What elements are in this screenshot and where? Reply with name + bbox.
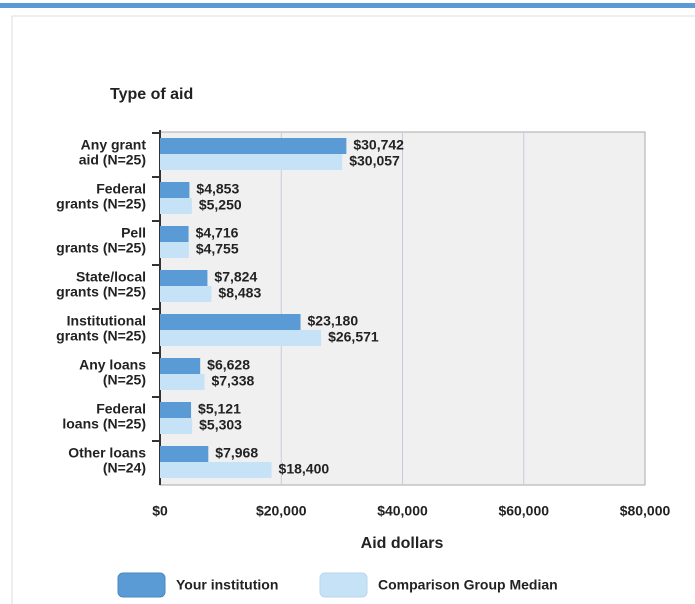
y-tick-label: Any grant xyxy=(81,137,147,153)
value-label: $6,628 xyxy=(207,357,250,373)
value-label: $18,400 xyxy=(279,461,330,477)
value-label: $30,742 xyxy=(353,137,404,153)
x-axis-label: Aid dollars xyxy=(361,535,444,552)
bar xyxy=(160,270,208,286)
x-tick-label: $20,000 xyxy=(256,503,307,519)
y-tick-label: Institutional xyxy=(67,313,146,329)
chart-title: Type of aid xyxy=(110,86,193,103)
bar xyxy=(160,462,272,478)
bar xyxy=(160,154,343,170)
value-label: $23,180 xyxy=(308,313,359,329)
value-label: $26,571 xyxy=(328,329,379,345)
bar xyxy=(160,446,209,462)
bar xyxy=(160,402,192,418)
value-label: $30,057 xyxy=(349,153,400,169)
value-label: $7,824 xyxy=(214,269,257,285)
bar xyxy=(160,138,347,154)
y-tick-label: grants (N=25) xyxy=(56,284,146,300)
value-label: $8,483 xyxy=(218,285,261,301)
y-tick-label: Pell xyxy=(121,225,146,241)
bar xyxy=(160,226,189,242)
y-tick-label: Other loans xyxy=(68,445,146,461)
value-label: $7,338 xyxy=(211,373,254,389)
bar xyxy=(160,314,301,330)
y-tick-label: (N=25) xyxy=(103,372,146,388)
y-tick-label: grants (N=25) xyxy=(56,328,146,344)
legend-swatch xyxy=(319,572,368,598)
legend-label: Comparison Group Median xyxy=(378,577,558,593)
x-tick-label: $60,000 xyxy=(498,503,549,519)
y-tick-label: State/local xyxy=(76,269,146,285)
y-tick-label: (N=24) xyxy=(103,460,146,476)
value-label: $4,716 xyxy=(196,225,239,241)
bar xyxy=(160,374,205,390)
bar xyxy=(160,418,193,434)
value-label: $7,968 xyxy=(215,445,258,461)
x-tick-label: $0 xyxy=(152,503,168,519)
value-label: $4,853 xyxy=(196,181,239,197)
value-label: $5,303 xyxy=(199,417,242,433)
value-label: $5,121 xyxy=(198,401,241,417)
x-tick-label: $40,000 xyxy=(377,503,428,519)
y-tick-label: grants (N=25) xyxy=(56,196,146,212)
legend-swatch xyxy=(117,572,166,598)
bar xyxy=(160,242,189,258)
y-tick-label: loans (N=25) xyxy=(62,416,146,432)
y-tick-label: Any loans xyxy=(79,357,146,373)
x-tick-label: $80,000 xyxy=(620,503,671,519)
top-stripe xyxy=(0,3,695,8)
panel-border xyxy=(11,15,695,604)
y-tick-label: grants (N=25) xyxy=(56,240,146,256)
y-tick-label: aid (N=25) xyxy=(79,152,146,168)
value-label: $5,250 xyxy=(199,197,242,213)
y-tick-label: Federal xyxy=(96,181,146,197)
bar xyxy=(160,198,192,214)
value-label: $4,755 xyxy=(196,241,239,257)
y-tick-label: Federal xyxy=(96,401,146,417)
bar xyxy=(160,358,201,374)
bar xyxy=(160,330,322,346)
bar xyxy=(160,182,190,198)
bar xyxy=(160,286,212,302)
legend-label: Your institution xyxy=(176,577,278,593)
